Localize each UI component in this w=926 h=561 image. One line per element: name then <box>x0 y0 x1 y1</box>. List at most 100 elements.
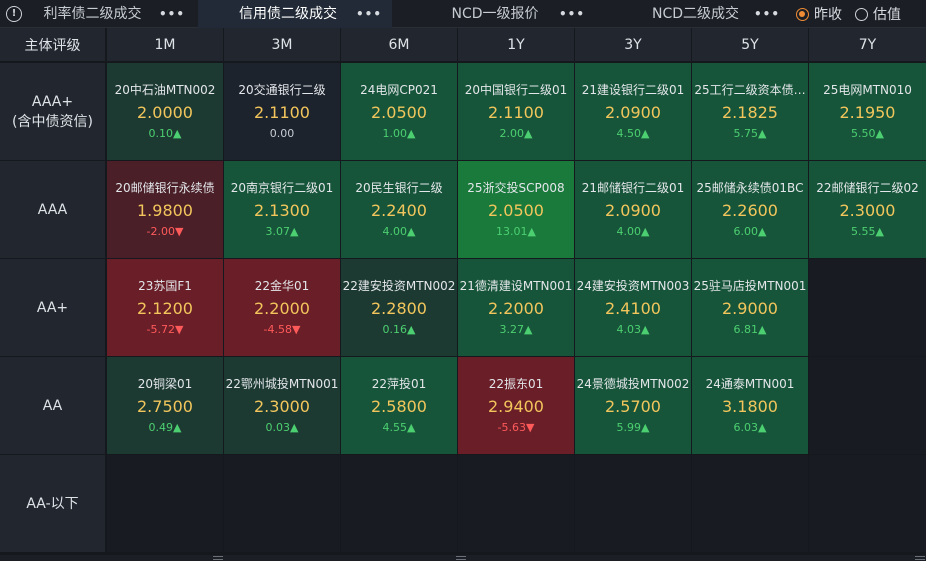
bond-name: 20铜梁01 <box>137 376 193 391</box>
tenor-header[interactable]: 6M <box>341 28 457 61</box>
bond-yield: 2.1825 <box>722 102 778 122</box>
bond-cell[interactable]: 20中石油MTN002 2.0000 0.10▲ <box>107 63 223 160</box>
bond-cell[interactable]: 22鄂州城投MTN001 2.3000 0.03▲ <box>224 357 340 454</box>
empty-cell <box>809 259 926 356</box>
tenor-header[interactable]: 1M <box>107 28 223 61</box>
rating-label: AA-以下 <box>26 495 79 512</box>
bond-cell[interactable]: 23苏国F1 2.1200 -5.72▼ <box>107 259 223 356</box>
more-icon[interactable]: ••• <box>355 7 382 21</box>
bond-change: 6.81▲ <box>733 322 767 336</box>
bond-change: 13.01▲ <box>496 224 536 238</box>
resize-grip-icon[interactable] <box>915 556 925 560</box>
bond-cell[interactable]: 25邮储永续债01BC 2.2600 6.00▲ <box>692 161 808 258</box>
tenor-header[interactable]: 1Y <box>458 28 574 61</box>
bond-cell[interactable]: 20南京银行二级01 2.1300 3.07▲ <box>224 161 340 258</box>
bond-cell[interactable]: 20邮储银行永续债 1.9800 -2.00▼ <box>107 161 223 258</box>
bond-name: 20民生银行二级 <box>355 180 443 195</box>
bond-cell[interactable]: 20铜梁01 2.7500 0.49▲ <box>107 357 223 454</box>
bond-name: 22建安投资MTN002 <box>342 278 456 293</box>
bond-cell[interactable]: 24建安投资MTN003 2.4100 4.03▲ <box>575 259 691 356</box>
more-icon[interactable]: ••• <box>753 7 780 21</box>
empty-cell <box>224 455 340 552</box>
bond-yield: 2.0000 <box>137 102 193 122</box>
bond-change: 0.16▲ <box>382 322 416 336</box>
bond-cell[interactable]: 24景德城投MTN002 2.5700 5.99▲ <box>575 357 691 454</box>
rating-label: AA+ <box>36 299 69 316</box>
bond-cell[interactable]: 25电网MTN010 2.1950 5.50▲ <box>809 63 926 160</box>
bond-name: 21邮储银行二级01 <box>581 180 685 195</box>
bond-cell[interactable]: 20民生银行二级 2.2400 4.00▲ <box>341 161 457 258</box>
bond-name: 24电网CP021 <box>360 82 438 97</box>
resize-grip-icon[interactable] <box>456 556 466 560</box>
empty-cell <box>809 455 926 552</box>
rating-row-header: AAA <box>0 161 105 258</box>
bond-cell[interactable]: 22振东01 2.9400 -5.63▼ <box>458 357 574 454</box>
bond-cell[interactable]: 22建安投资MTN002 2.2800 0.16▲ <box>341 259 457 356</box>
bond-yield: 2.5800 <box>371 396 427 416</box>
bond-change: 0.49▲ <box>148 420 182 434</box>
bond-yield: 2.9000 <box>722 298 778 318</box>
bond-change: 4.50▲ <box>616 126 650 140</box>
bond-yield: 2.0500 <box>371 102 427 122</box>
radio-checked-icon[interactable] <box>796 7 809 21</box>
bond-cell[interactable]: 22金华01 2.2000 -4.58▼ <box>224 259 340 356</box>
bond-cell[interactable]: 24通泰MTN001 3.1800 6.03▲ <box>692 357 808 454</box>
tab-rate-bond-secondary[interactable]: 利率债二级成交 ••• <box>30 0 195 28</box>
rating-row-header: AA+ <box>0 259 105 356</box>
bond-yield: 2.0500 <box>488 200 544 220</box>
bond-yield: 2.2000 <box>488 298 544 318</box>
tab-label: NCD一级报价 <box>451 6 539 22</box>
more-icon[interactable]: ••• <box>158 7 185 21</box>
bond-change: -5.72▼ <box>146 322 184 336</box>
tenor-header[interactable]: 3Y <box>575 28 691 61</box>
bond-cell[interactable]: 25驻马店投MTN001 2.9000 6.81▲ <box>692 259 808 356</box>
bond-yield: 2.2600 <box>722 200 778 220</box>
tab-ncd-secondary[interactable]: NCD二级成交 ••• <box>598 0 790 28</box>
bond-name: 22金华01 <box>254 278 310 293</box>
empty-cell <box>458 455 574 552</box>
bond-yield: 2.2400 <box>371 200 427 220</box>
rating-tenor-grid: 主体评级 1M 3M 6M 1Y 3Y 5Y 7Y AAA+ (含中债资信) 20中石油MTN002… <box>0 28 926 555</box>
bond-cell[interactable]: 22萍投01 2.5800 4.55▲ <box>341 357 457 454</box>
bond-cell[interactable]: 22邮储银行二级02 2.3000 5.55▲ <box>809 161 926 258</box>
bond-yield: 2.0900 <box>605 102 661 122</box>
bond-name: 24通泰MTN001 <box>705 376 795 391</box>
radio-valuation[interactable]: 估值 <box>855 4 901 24</box>
bond-change: 6.03▲ <box>733 420 767 434</box>
tab-credit-bond-secondary[interactable]: 信用债二级成交 ••• <box>198 0 392 28</box>
bond-cell[interactable]: 20交通银行二级 2.1100 0.00 <box>224 63 340 160</box>
bond-yield: 2.2800 <box>371 298 427 318</box>
radio-label: 昨收 <box>814 7 842 23</box>
bond-change: 6.00▲ <box>733 224 767 238</box>
resize-grip-icon[interactable] <box>213 556 223 560</box>
bond-name: 25工行二级资本债… <box>694 82 806 97</box>
radio-unchecked-icon[interactable] <box>855 7 868 21</box>
bond-name: 24建安投资MTN003 <box>576 278 690 293</box>
radio-prev-close[interactable]: 昨收 <box>796 4 842 24</box>
more-icon[interactable]: ••• <box>558 7 585 21</box>
bond-yield: 2.1100 <box>488 102 544 122</box>
rating-label: AA <box>42 397 63 414</box>
empty-cell <box>809 357 926 454</box>
bond-cell[interactable]: 25浙交投SCP008 2.0500 13.01▲ <box>458 161 574 258</box>
bond-cell[interactable]: 21邮储银行二级01 2.0900 4.00▲ <box>575 161 691 258</box>
bond-cell[interactable]: 25工行二级资本债… 2.1825 5.75▲ <box>692 63 808 160</box>
tab-ncd-primary-quote[interactable]: NCD一级报价 ••• <box>395 0 595 28</box>
tenor-header[interactable]: 3M <box>224 28 340 61</box>
bond-cell[interactable]: 21建设银行二级01 2.0900 4.50▲ <box>575 63 691 160</box>
info-icon[interactable]: ! <box>6 6 22 22</box>
bond-change: 2.00▲ <box>499 126 533 140</box>
bond-cell[interactable]: 20中国银行二级01 2.1100 2.00▲ <box>458 63 574 160</box>
bond-cell[interactable]: 21德清建设MTN001 2.2000 3.27▲ <box>458 259 574 356</box>
tenor-header[interactable]: 7Y <box>809 28 926 61</box>
rating-sublabel: (含中债资信) <box>12 113 93 130</box>
bond-name: 20中国银行二级01 <box>464 82 568 97</box>
bottom-resize-bar <box>0 555 926 561</box>
bond-yield: 3.1800 <box>722 396 778 416</box>
bond-name: 20中石油MTN002 <box>114 82 216 97</box>
bond-change: 5.75▲ <box>733 126 767 140</box>
tenor-header[interactable]: 5Y <box>692 28 808 61</box>
bond-change: 5.55▲ <box>851 224 884 238</box>
bond-cell[interactable]: 24电网CP021 2.0500 1.00▲ <box>341 63 457 160</box>
bond-name: 22鄂州城投MTN001 <box>225 376 339 391</box>
